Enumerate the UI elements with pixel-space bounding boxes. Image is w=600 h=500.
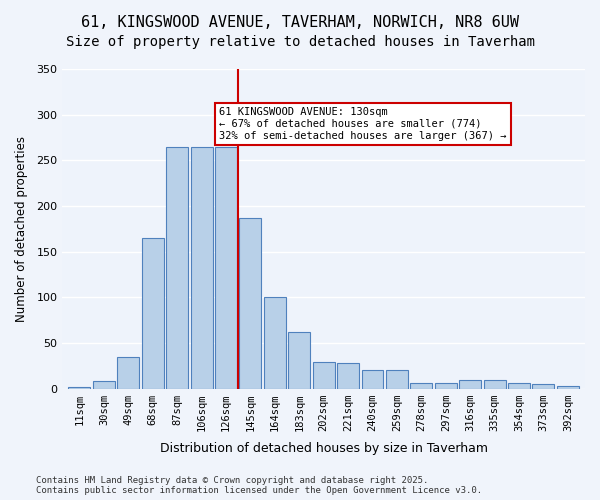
Bar [142,238,164,388]
Text: 61 KINGSWOOD AVENUE: 130sqm
← 67% of detached houses are smaller (774)
32% of se: 61 KINGSWOOD AVENUE: 130sqm ← 67% of det… [219,108,506,140]
Text: Contains HM Land Registry data © Crown copyright and database right 2025.
Contai: Contains HM Land Registry data © Crown c… [36,476,482,495]
Bar [557,386,579,388]
Bar [532,384,554,388]
X-axis label: Distribution of detached houses by size in Taverham: Distribution of detached houses by size … [160,442,488,455]
Bar [410,383,433,388]
Bar [337,363,359,388]
Bar [484,380,506,388]
Bar [239,218,262,388]
Bar [191,146,212,388]
Bar [93,381,115,388]
Bar [313,362,335,388]
Bar [117,356,139,388]
Bar [288,332,310,388]
Y-axis label: Number of detached properties: Number of detached properties [15,136,28,322]
Bar [68,386,91,388]
Bar [166,146,188,388]
Bar [264,297,286,388]
Bar [386,370,408,388]
Bar [508,383,530,388]
Text: 61, KINGSWOOD AVENUE, TAVERHAM, NORWICH, NR8 6UW: 61, KINGSWOOD AVENUE, TAVERHAM, NORWICH,… [81,15,519,30]
Bar [435,383,457,388]
Bar [459,380,481,388]
Bar [362,370,383,388]
Text: Size of property relative to detached houses in Taverham: Size of property relative to detached ho… [65,35,535,49]
Bar [215,146,237,388]
